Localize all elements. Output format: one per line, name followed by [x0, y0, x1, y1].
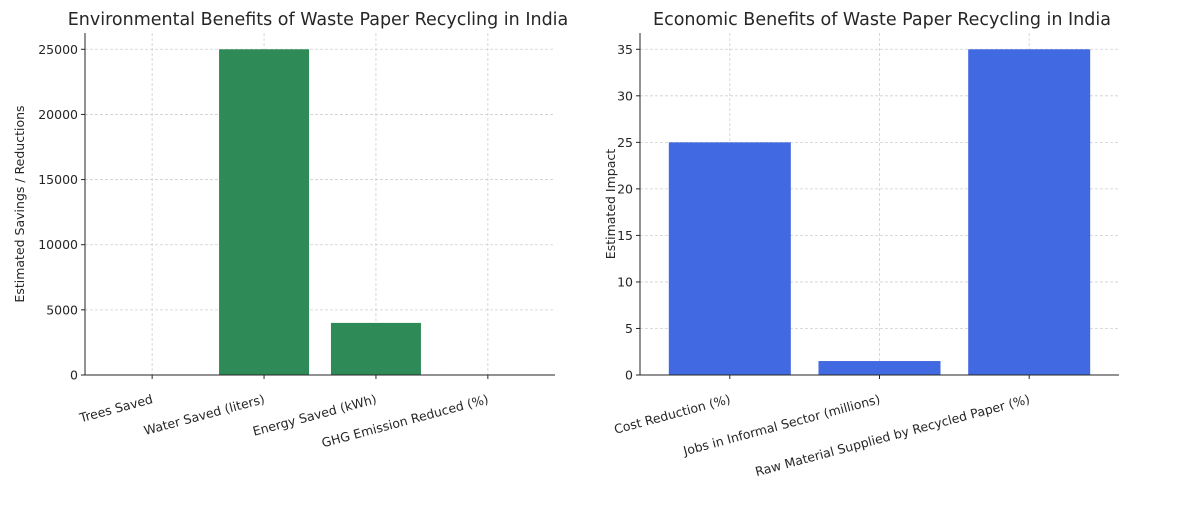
y-axis-label: Estimated Savings / Reductions: [12, 105, 27, 302]
y-axis-label: Estimated Impact: [603, 149, 618, 259]
x-tick-label: Water Saved (liters): [142, 391, 266, 438]
y-tick-label: 25000: [38, 42, 78, 57]
y-tick-label: 0: [625, 368, 633, 383]
y-tick-label: 20000: [38, 107, 78, 122]
x-tick-label: Raw Material Supplied by Recycled Paper …: [754, 391, 1032, 479]
bars: [107, 49, 533, 375]
y-tick-label: 15: [617, 228, 633, 243]
y-tick-label: 20: [617, 181, 633, 196]
y-tick-label: 0: [70, 368, 78, 383]
grid-lines: [85, 33, 555, 375]
y-tick-label: 10000: [38, 237, 78, 252]
environmental-benefits-chart: 0 5000 10000 15000 20000 25000 Trees SavedWate…: [12, 10, 568, 450]
bar-raw-material-supplied-by-recycled-paper: [968, 49, 1090, 375]
y-tick-label: 15000: [38, 172, 78, 187]
y-tick-label: 35: [617, 42, 633, 57]
x-tick-label: Cost Reduction (%): [612, 391, 732, 437]
bar-water-saved-liters: [219, 49, 309, 375]
bar-jobs-in-informal-sector-millions: [819, 361, 941, 375]
chart-title: Environmental Benefits of Waste Paper Re…: [68, 10, 569, 30]
y-tick-label: 10: [617, 274, 633, 289]
x-tick-label: Trees Saved: [77, 391, 154, 425]
y-tick-label: 25: [617, 135, 633, 150]
y-tick-label: 5: [625, 321, 633, 336]
y-tick-label: 5000: [46, 302, 78, 317]
chart-title: Economic Benefits of Waste Paper Recycli…: [653, 10, 1111, 30]
y-tick-label: 30: [617, 88, 633, 103]
bar-cost-reduction: [669, 142, 791, 375]
bar-energy-saved-kwh: [331, 323, 421, 375]
